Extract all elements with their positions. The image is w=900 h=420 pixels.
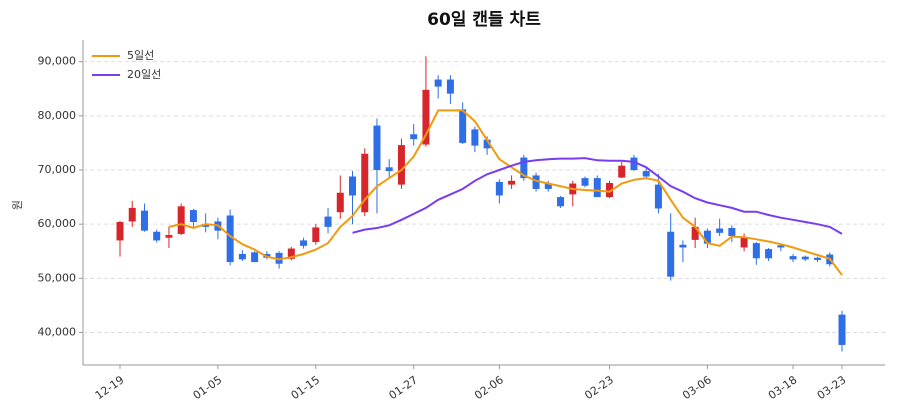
y-tick-label: 90,000 [38,55,77,68]
candle-body [336,192,344,213]
y-tick-label: 60,000 [38,217,77,230]
chart-title: 60일 캔들 차트 [427,10,541,30]
candle-body [618,165,626,178]
ma-line [168,109,843,276]
x-tick-label: 03-06 [680,373,714,402]
candle-body [605,183,613,198]
candle-body [422,89,430,145]
x-tick-label: 01-15 [289,373,323,402]
candle-body [691,226,699,240]
candle-body [189,210,197,222]
candle-body [557,197,565,207]
candle-body [410,134,418,140]
candle-body [446,79,454,94]
y-tick-label: 50,000 [38,271,77,284]
candle-body [116,222,124,241]
candle-body [495,181,503,196]
x-tick-label: 02-23 [582,373,616,402]
candle-body [814,257,822,260]
plot-area [83,40,885,365]
candle-body [777,245,785,248]
ma-line [352,157,843,235]
x-tick-label: 12-19 [93,373,127,402]
y-tick-label: 40,000 [38,326,77,339]
candle-body [434,79,442,87]
candle-body [544,183,552,189]
candle-body [385,167,393,172]
candle-body [140,210,148,231]
legend-label: 20일선 [127,67,161,81]
candle-body [471,129,479,146]
candle-body [202,224,210,227]
x-tick-label: 01-27 [386,373,420,402]
candle-body [520,157,528,179]
candle-body [593,178,601,198]
candle-body [838,314,846,345]
x-tick-label: 03-18 [766,373,800,402]
candle-body [238,253,246,260]
candle-body [740,237,748,248]
candle-body [153,231,161,241]
candle-body [642,171,650,177]
candle-body [251,252,259,263]
x-tick-label: 03-23 [815,373,849,402]
candle-body [532,175,540,189]
candle-body [312,227,320,243]
candle-body [275,252,283,264]
candle-body [349,176,357,196]
candle-body [789,256,797,260]
candle-body [165,235,173,238]
x-tick-label: 01-05 [191,373,225,402]
candle-body [703,230,711,244]
candle-body [373,125,381,170]
candle-body [459,109,467,143]
candle-body [654,184,662,209]
y-axis-label: 원 [11,200,24,210]
candle-body [667,231,675,277]
candle-body [728,227,736,237]
legend-label: 5일선 [127,48,154,62]
candle-body [679,244,687,248]
x-tick-label: 02-06 [472,373,506,402]
candle-body [128,207,136,222]
candle-body [801,256,809,260]
candle-body [300,240,308,246]
candle-body [752,243,760,259]
candle-body [397,145,405,185]
candle-body [226,215,234,263]
candle-body [287,248,295,259]
candle-body [324,216,332,227]
candle-body [361,153,369,213]
candle-body [716,228,724,233]
y-tick-label: 80,000 [38,109,77,122]
y-tick-label: 70,000 [38,163,77,176]
candle-body [581,178,589,186]
candle-body [630,157,638,170]
candle-body [508,180,516,185]
candle-body [765,249,773,259]
candle-body [483,139,491,149]
candle-body [177,206,185,234]
